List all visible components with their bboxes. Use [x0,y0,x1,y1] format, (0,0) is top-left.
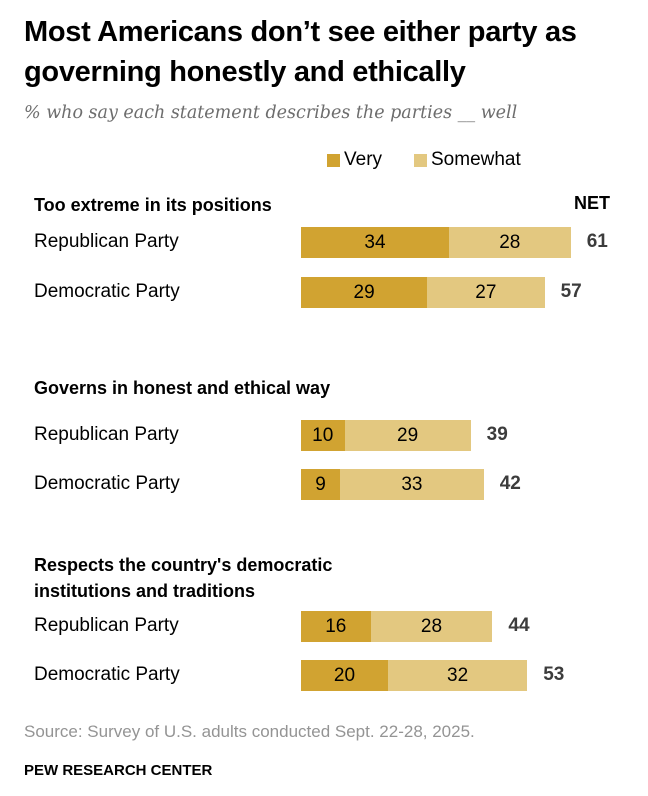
net-header: NET [574,193,610,213]
net-value: 44 [508,615,530,636]
net-value: 53 [543,664,565,685]
group-heading: Too extreme in its positions [34,195,272,215]
net-value: 57 [560,281,582,302]
bar-somewhat: 33 [340,469,484,500]
legend-label: Somewhat [431,149,521,170]
legend-swatch-very [327,153,340,167]
bar-very: 20 [301,660,388,691]
net-value: 61 [586,231,608,252]
bar-somewhat: 29 [344,420,471,451]
row-label: Republican Party [34,231,179,252]
bar-somewhat: 27 [427,277,545,308]
bar-very: 16 [301,611,371,642]
legend-swatch-somewhat [414,153,427,167]
row-label: Democratic Party [34,281,180,302]
bar-very: 29 [301,277,428,308]
source-note: Source: Survey of U.S. adults conducted … [24,722,475,741]
legend-very: Very [327,149,382,171]
net-value: 42 [499,473,521,494]
legend-somewhat: Somewhat [414,149,521,171]
row-label: Republican Party [34,424,179,445]
bar-somewhat: 28 [448,227,571,258]
credit: PEW RESEARCH CENTER [24,762,213,779]
group-heading: Respects the country's democratic instit… [34,555,333,601]
legend-label: Very [344,149,383,170]
bar-very: 34 [301,227,449,258]
bar-very: 10 [301,420,345,451]
row-label: Democratic Party [34,664,180,685]
bar-somewhat: 28 [370,611,493,642]
group-heading: Governs in honest and ethical way [34,378,331,398]
row-label: Republican Party [34,615,179,636]
chart-subtitle: % who say each statement describes the p… [24,103,518,123]
bar-very: 9 [301,469,341,500]
chart-title: Most Americans don’t see either party as… [24,16,577,88]
row-label: Democratic Party [34,473,180,494]
net-value: 39 [486,424,508,445]
bar-somewhat: 32 [388,660,528,691]
